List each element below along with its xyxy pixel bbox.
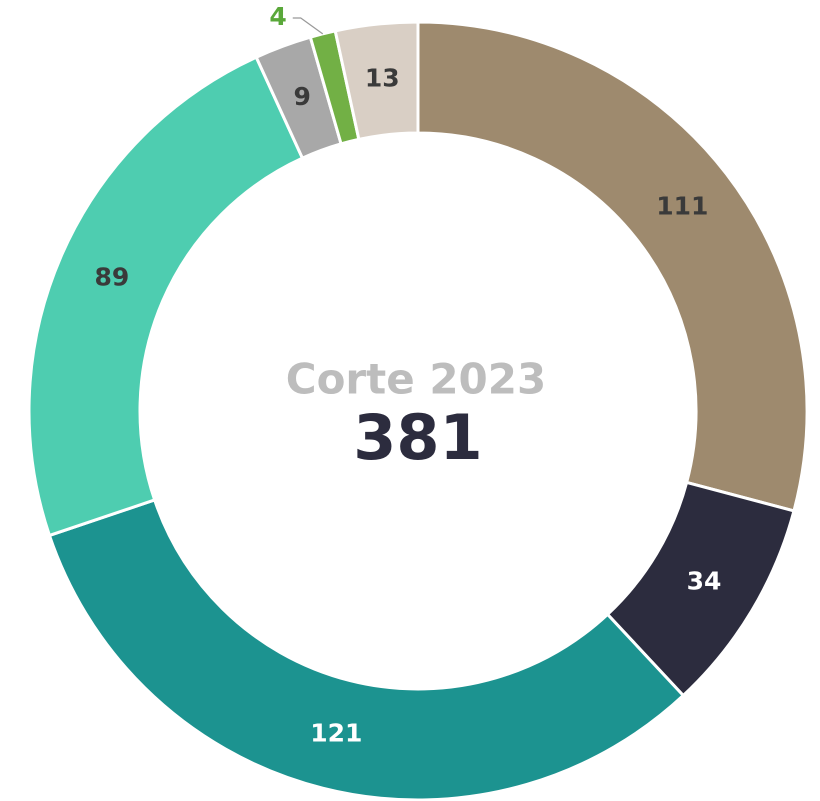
data-label: 89 bbox=[94, 263, 129, 292]
data-label: 121 bbox=[310, 718, 362, 747]
leader-line bbox=[292, 17, 324, 35]
donut-segment bbox=[47, 498, 686, 801]
data-label: 111 bbox=[656, 192, 708, 221]
data-label: 4 bbox=[269, 2, 286, 31]
data-label: 34 bbox=[687, 566, 722, 595]
data-label: 13 bbox=[365, 63, 400, 92]
donut-segment bbox=[416, 20, 809, 513]
donut-segment bbox=[333, 20, 420, 142]
data-label: 9 bbox=[294, 82, 311, 111]
center-label: Corte 2023 bbox=[286, 355, 546, 404]
donut-segment bbox=[27, 55, 305, 538]
center-value: 381 bbox=[353, 401, 482, 474]
